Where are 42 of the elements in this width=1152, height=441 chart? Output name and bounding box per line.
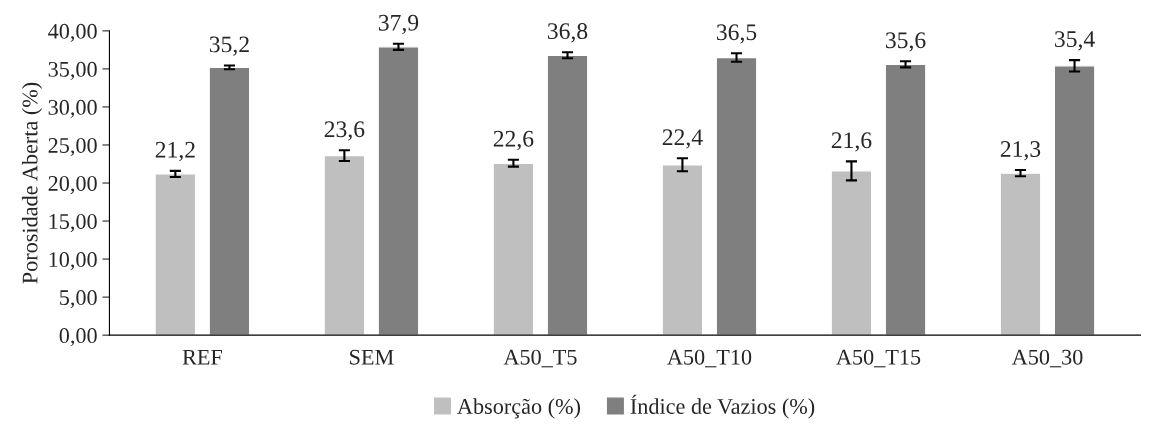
bar [492,162,535,336]
data-label: 21,6 [831,132,872,152]
y-tick-label: 10,00 [49,252,97,271]
x-tick-label: A50_30 [1011,349,1083,368]
bar [1053,65,1096,336]
data-label: 36,5 [716,24,757,44]
data-label: 36,8 [547,23,588,43]
x-tick-label: A50_T5 [503,349,577,368]
bar [208,66,251,336]
data-label: 22,6 [493,130,534,151]
legend-label: Índice de Vazios (%) [630,394,815,419]
y-tick-label: 30,00 [48,99,97,119]
y-tick-label: 0,00 [59,328,97,347]
data-label: 22,4 [662,129,703,149]
data-label: 35,4 [1055,31,1095,51]
y-axis-title: Porosidade Aberta (%) [21,82,43,284]
data-label: 23,6 [324,121,365,141]
y-tick-label: 35,00 [48,61,97,81]
legend-label: Absorção (%) [457,398,580,419]
bar [830,170,873,336]
data-label: 21,3 [1000,141,1041,161]
bar [884,63,927,336]
data-label: 37,9 [378,14,419,35]
y-tick-label: 15,00 [49,213,97,233]
bar [999,172,1042,336]
x-tick-label: SEM [350,349,394,365]
bar [154,173,197,336]
bar [661,164,704,336]
bar [546,54,589,336]
data-label: 35,2 [209,36,249,56]
x-tick-label: REF [182,349,222,365]
y-tick-label: 25,00 [48,137,97,157]
y-tick-label: 5,00 [60,290,97,309]
y-tick-label: 20,00 [48,175,97,195]
bar [377,46,420,336]
bar [323,154,366,336]
x-tick-label: A50_T15 [836,349,921,368]
bar [715,56,758,336]
x-tick-label: A50_T10 [667,349,752,368]
y-tick-label: 40,00 [48,23,97,42]
data-label: 35,6 [886,32,926,52]
data-label: 21,2 [155,141,195,162]
